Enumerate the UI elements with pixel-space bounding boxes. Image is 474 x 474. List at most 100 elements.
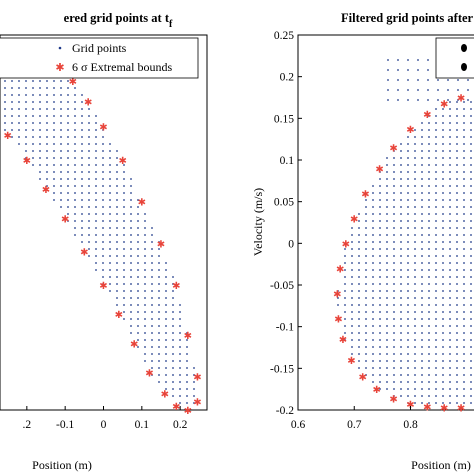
- right-grid-point: [414, 192, 416, 194]
- right-grid-point: [456, 157, 458, 159]
- right-grid-point: [470, 192, 472, 194]
- left-grid-point: [144, 297, 146, 299]
- right-grid-point: [449, 143, 451, 145]
- right-grid-point: [372, 241, 374, 243]
- right-grid-point: [351, 332, 353, 334]
- right-grid-point: [435, 395, 437, 397]
- right-extremal-bound-star: ✱: [339, 335, 347, 346]
- right-grid-point: [365, 374, 367, 376]
- left-grid-point: [144, 248, 146, 250]
- right-grid-point: [442, 185, 444, 187]
- right-grid-point: [400, 276, 402, 278]
- left-grid-point: [53, 199, 55, 201]
- left-grid-point: [165, 353, 167, 355]
- left-grid-point: [165, 318, 167, 320]
- right-grid-point: [470, 332, 472, 334]
- left-grid-point: [32, 164, 34, 166]
- right-grid-point: [456, 108, 458, 110]
- right-grid-point: [351, 276, 353, 278]
- left-grid-point: [116, 234, 118, 236]
- right-grid-point: [393, 325, 395, 327]
- right-grid-point: [463, 318, 465, 320]
- right-grid-point: [414, 374, 416, 376]
- right-y-tick-label: 0: [288, 238, 294, 250]
- left-extremal-bound-star: ✱: [161, 389, 169, 400]
- right-grid-point: [456, 178, 458, 180]
- right-grid-point: [463, 262, 465, 264]
- right-grid-point: [365, 227, 367, 229]
- right-grid-point: [393, 199, 395, 201]
- left-grid-point: [67, 136, 69, 138]
- right-grid-point: [379, 220, 381, 222]
- right-grid-point: [365, 318, 367, 320]
- right-grid-point: [442, 388, 444, 390]
- right-grid-point: [428, 206, 430, 208]
- left-grid-point: [60, 178, 62, 180]
- right-grid-point: [417, 79, 419, 81]
- right-grid-point: [463, 108, 465, 110]
- right-x-tick-label: 0.8: [403, 419, 418, 431]
- left-grid-point: [109, 213, 111, 215]
- right-extremal-bound-star: ✱: [375, 164, 383, 175]
- right-grid-point: [344, 318, 346, 320]
- left-grid-point: [123, 255, 125, 257]
- right-grid-point: [463, 227, 465, 229]
- left-grid-point: [60, 171, 62, 173]
- right-grid-point: [358, 227, 360, 229]
- left-grid-point: [193, 381, 195, 383]
- left-grid-point: [18, 101, 20, 103]
- right-grid-point: [372, 346, 374, 348]
- right-grid-point: [407, 89, 409, 91]
- left-grid-point: [172, 311, 174, 313]
- left-grid-point: [60, 115, 62, 117]
- right-grid-point: [449, 178, 451, 180]
- right-grid-point: [365, 367, 367, 369]
- right-grid-point: [372, 353, 374, 355]
- right-grid-point: [407, 136, 409, 138]
- right-grid-point: [435, 143, 437, 145]
- left-grid-point: [137, 304, 139, 306]
- right-grid-point: [463, 248, 465, 250]
- left-grid-point: [39, 108, 41, 110]
- right-grid-point: [344, 248, 346, 250]
- right-grid-point: [407, 213, 409, 215]
- right-grid-point: [435, 171, 437, 173]
- right-grid-point: [442, 353, 444, 355]
- right-grid-point: [427, 69, 429, 71]
- right-grid-point: [365, 304, 367, 306]
- right-grid-point: [344, 269, 346, 271]
- left-grid-point: [95, 143, 97, 145]
- right-grid-point: [435, 367, 437, 369]
- right-grid-point: [435, 304, 437, 306]
- right-grid-point: [386, 171, 388, 173]
- left-grid-point: [165, 304, 167, 306]
- left-legend: Grid points ✱ 6 σ Extremal bounds: [0, 37, 199, 79]
- right-grid-point: [358, 367, 360, 369]
- left-grid-point: [95, 129, 97, 131]
- left-grid-point: [172, 367, 174, 369]
- left-grid-point: [165, 381, 167, 383]
- right-grid-point: [470, 269, 472, 271]
- left-extremal-bound-star: ✱: [184, 406, 192, 417]
- left-extremal-bound-star: ✱: [172, 281, 180, 292]
- right-grid-point: [386, 374, 388, 376]
- right-grid-point: [372, 290, 374, 292]
- right-grid-point: [456, 283, 458, 285]
- right-grid-point: [449, 290, 451, 292]
- left-grid-point: [172, 374, 174, 376]
- right-y-tick-label: -0.15: [270, 363, 294, 375]
- left-grid-point: [11, 87, 13, 89]
- right-grid-point: [393, 290, 395, 292]
- right-chart-panel: Filtered grid points after b ✱✱✱✱✱✱✱✱✱✱✱…: [251, 11, 474, 472]
- left-grid-point: [67, 220, 69, 222]
- left-grid-point: [137, 332, 139, 334]
- right-grid-point: [393, 227, 395, 229]
- right-x-axis-label: Position (m): [411, 458, 471, 472]
- left-extremal-bound-star: ✱: [130, 339, 138, 350]
- right-grid-point: [428, 241, 430, 243]
- left-grid-point: [165, 325, 167, 327]
- right-grid-point: [414, 171, 416, 173]
- right-grid-point: [400, 255, 402, 257]
- right-grid-point: [456, 262, 458, 264]
- left-grid-point: [130, 234, 132, 236]
